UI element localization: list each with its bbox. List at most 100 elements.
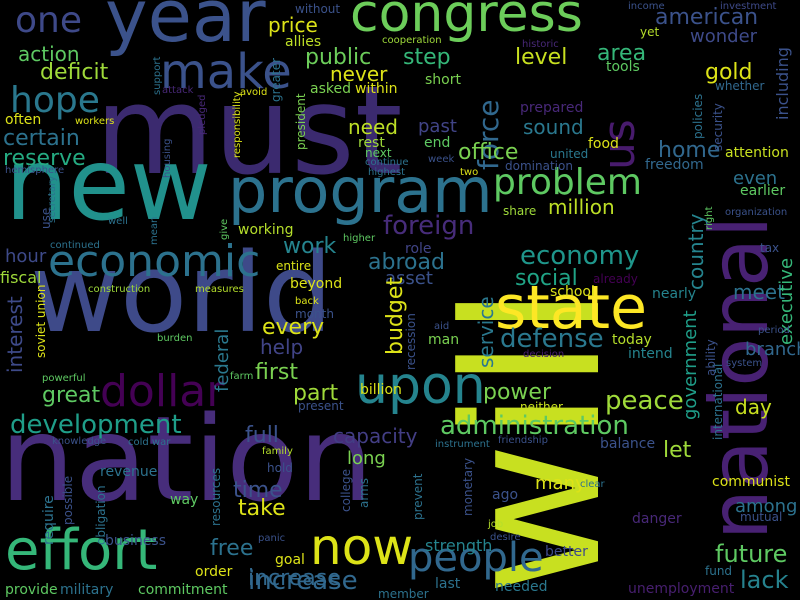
word-continue: continue [365, 157, 409, 168]
word-interest: interest [3, 296, 27, 373]
word-job: job [488, 519, 504, 530]
word-dollar: dollar [100, 366, 225, 417]
word-office: office [458, 140, 519, 165]
word-rest: rest [358, 135, 385, 151]
word-well: well [108, 216, 128, 227]
word-allies: allies [285, 34, 322, 50]
word-new: new [5, 126, 212, 243]
word-month: month [295, 307, 334, 321]
word-organization: organization [725, 207, 788, 218]
word-without: without [295, 2, 341, 16]
word-many: many [535, 473, 586, 494]
word-responsibility: responsibility [232, 91, 243, 158]
word-mutual: mutual [740, 510, 783, 524]
word-continued: continued [50, 240, 100, 251]
word-including: including [773, 47, 792, 120]
word-gold: gold [705, 60, 753, 85]
word-meet: meet [733, 280, 785, 304]
word-full: full [245, 423, 279, 448]
word-food: food [588, 136, 619, 152]
word-power: power [483, 380, 551, 405]
word-today: today [612, 332, 652, 348]
word-present: present [298, 399, 344, 413]
word-neither: neither [520, 400, 563, 414]
word-future: future [715, 540, 788, 568]
word-require: require [41, 495, 57, 545]
word-workers: workers [75, 116, 115, 127]
word-recession: recession [404, 313, 418, 370]
word-danger: danger [632, 511, 682, 527]
word-knowledge: knowledge [52, 436, 107, 447]
word-service: service [474, 296, 498, 368]
word-program: program [228, 154, 493, 227]
word-asked: asked [310, 81, 351, 97]
word-ago: ago [492, 487, 519, 503]
word-foreign: foreign [383, 211, 475, 241]
word-clear: clear [580, 479, 605, 490]
word-wonder: wonder [690, 26, 758, 47]
word-secretary: secretary [47, 176, 58, 223]
word-working: working [238, 222, 294, 238]
word-economic: economic [48, 236, 261, 287]
word-hemisphere: hemisphere [5, 165, 65, 176]
word-billion: billion [360, 382, 402, 398]
word-period: period [758, 325, 790, 336]
word-share: share [503, 204, 537, 218]
word-lack: lack [740, 566, 789, 594]
word-way: way [170, 492, 199, 508]
word-president: president [294, 93, 308, 150]
word-public: public [305, 45, 372, 70]
word-now: now [310, 518, 414, 576]
word-level: level [515, 45, 568, 70]
word-commitment: commitment [138, 582, 228, 598]
word-intend: intend [628, 346, 673, 362]
word-area: area [597, 41, 647, 66]
word-income: income [628, 1, 665, 12]
word-capacity: capacity [333, 424, 418, 448]
word-hope: hope [10, 80, 100, 121]
word-construction: construction [88, 284, 151, 295]
word-administration: administration [440, 411, 629, 441]
word-prevent: prevent [411, 473, 425, 520]
word-every: every [262, 315, 325, 340]
word-business: business [105, 533, 167, 549]
word-farm: farm [230, 371, 254, 382]
word-long: long [347, 448, 386, 469]
word-already: already [593, 272, 638, 286]
word-hour: hour [5, 246, 47, 267]
word-within: within [355, 81, 398, 97]
word-action: action [18, 42, 80, 66]
word-fiscal: fiscal [0, 268, 42, 287]
word-revenue: revenue [100, 464, 158, 480]
word-decision: decision [523, 349, 565, 360]
word-arms: arms [357, 477, 371, 508]
word-week: week [428, 154, 455, 165]
word-panic: panic [258, 533, 286, 544]
word-first: first [255, 360, 298, 385]
word-powerful: powerful [42, 373, 86, 384]
word-provide: provide [5, 582, 58, 598]
word-whether: whether [715, 79, 765, 93]
word-investment: investment [720, 1, 777, 12]
word-federal: federal [212, 328, 233, 392]
word-congress: congress [350, 0, 583, 44]
word-time: time [233, 478, 283, 503]
word-system: system [726, 358, 763, 369]
word-monetary: monetary [461, 457, 475, 516]
word-two: two [460, 167, 479, 178]
word-effort: effort [5, 518, 158, 583]
word-goal: goal [275, 552, 305, 568]
word-aid: aid [434, 321, 450, 332]
word-family: family [262, 446, 293, 457]
word-peace: peace [605, 386, 684, 416]
word-past: past [418, 116, 457, 137]
word-resources: resources [209, 467, 223, 526]
word-certain: certain [3, 126, 80, 151]
word-united: united [550, 147, 589, 161]
word-deficit: deficit [40, 60, 109, 85]
word-ability: ability [704, 339, 718, 376]
word-security: security [711, 103, 725, 151]
word-economy: economy [520, 241, 640, 271]
word-support: support [152, 56, 163, 95]
